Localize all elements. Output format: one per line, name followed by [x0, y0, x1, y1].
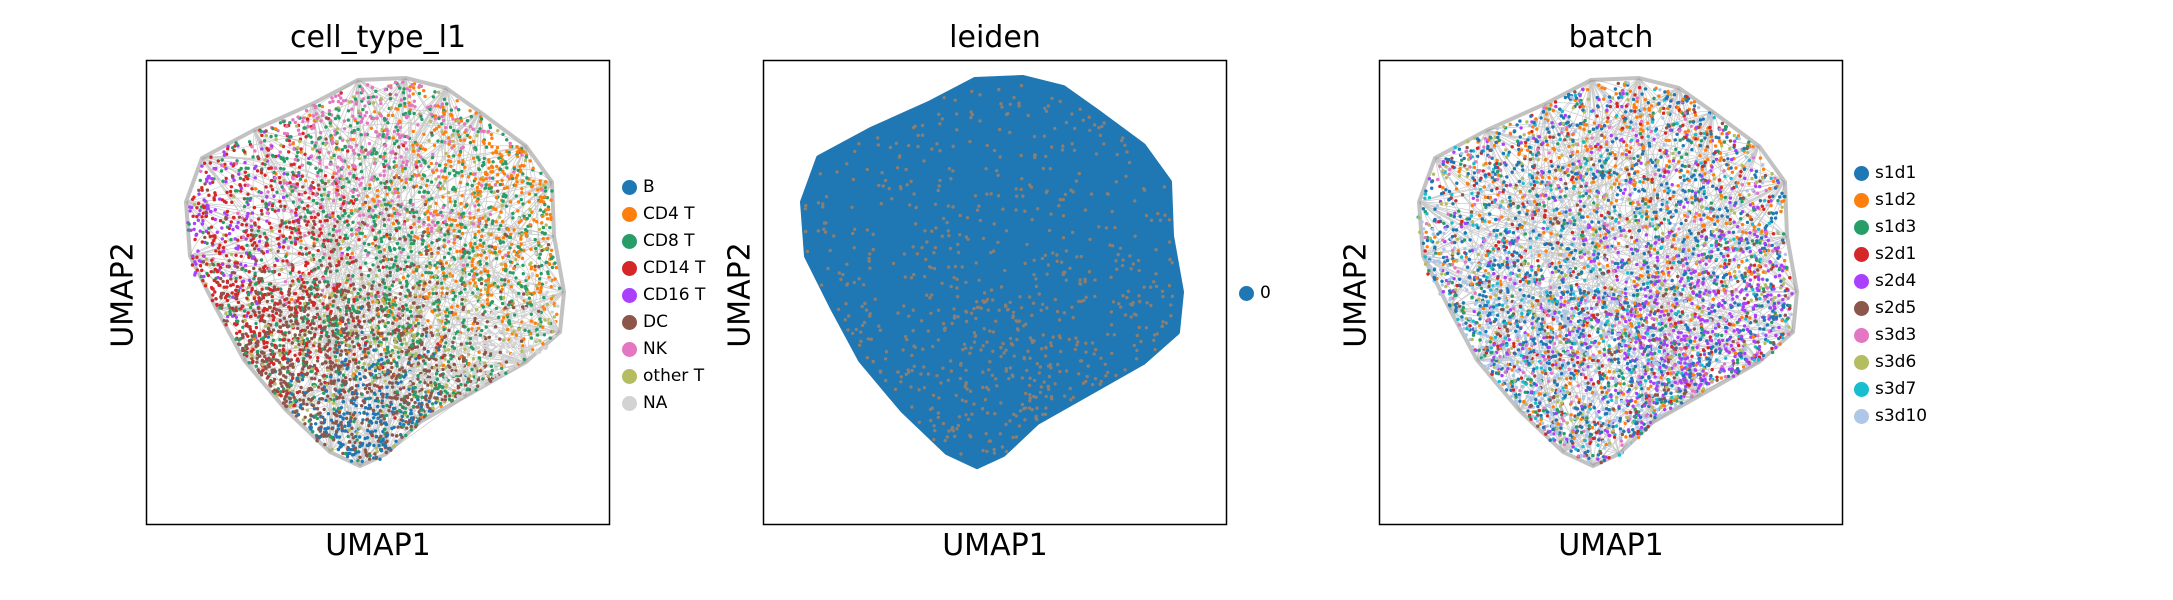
legend-label: other T [643, 366, 705, 386]
y-axis-label: UMAP2 [722, 242, 758, 348]
x-axis-label: UMAP1 [942, 528, 1048, 563]
legend-label: NA [643, 393, 668, 413]
legend-marker-icon [622, 287, 637, 303]
legend-label: NK [643, 339, 667, 359]
legend-label: s2d1 [1875, 244, 1917, 264]
legend-marker-icon [1854, 354, 1869, 370]
legend-marker-icon [622, 206, 637, 222]
legend-item: NA [622, 390, 667, 416]
panel-title: batch [1568, 20, 1654, 55]
legend-marker-icon [622, 314, 637, 330]
legend-item: CD8 T [622, 228, 695, 254]
legend-marker-icon [622, 341, 637, 357]
legend-label: 0 [1260, 283, 1271, 303]
legend-label: CD14 T [643, 258, 706, 278]
legend-marker-icon [1854, 408, 1869, 424]
legend-label: DC [643, 312, 668, 332]
legend-marker-icon [1854, 300, 1869, 316]
cell-points [1416, 81, 1794, 465]
legend-item: CD16 T [622, 282, 705, 308]
legend-marker-icon [622, 179, 637, 195]
y-axis-label: UMAP2 [105, 242, 141, 348]
legend-marker-icon [1854, 246, 1869, 262]
legend-label: s3d6 [1875, 352, 1917, 372]
x-axis-label: UMAP1 [1558, 528, 1664, 563]
legend-item: s2d5 [1854, 295, 1916, 321]
legend-label: s3d7 [1875, 379, 1917, 399]
legend-label: s1d1 [1875, 163, 1917, 183]
legend-marker-icon [1239, 285, 1254, 301]
plot-frame [1378, 59, 1844, 526]
cluster-0-area [800, 75, 1184, 469]
legend-item: CD14 T [622, 255, 705, 281]
legend-marker-icon [622, 395, 637, 411]
legend-item: DC [622, 309, 668, 335]
legend-label: s2d4 [1875, 271, 1917, 291]
umap-panel-cell-type: cell_type_l1 UMAP1 UMAP2 B CD4 T CD8 T CD14… [0, 0, 730, 600]
umap-panel-batch: batch UMAP1 UMAP2 s1d1 s1d2 s1d3 s2d1 s2d4 s2… [1339, 0, 2173, 600]
scatter-plot-batch [1378, 59, 1844, 526]
legend-item: NK [622, 336, 667, 362]
legend-marker-icon [1854, 273, 1869, 289]
legend-item: 0 [1239, 280, 1271, 306]
legend-label: s2d5 [1875, 298, 1917, 318]
legend-label: CD4 T [643, 204, 695, 224]
legend-item: s3d10 [1854, 403, 1927, 429]
umap-panel-leiden: leiden UMAP1 UMAP2 0 [723, 0, 1350, 600]
legend-item: s3d3 [1854, 322, 1916, 348]
plot-frame [762, 59, 1228, 526]
legend-marker-icon [1854, 165, 1869, 181]
cell-points [803, 83, 1174, 456]
panel-title: cell_type_l1 [289, 20, 467, 55]
legend-label: CD8 T [643, 231, 695, 251]
x-axis-label: UMAP1 [325, 528, 431, 563]
legend-label: s3d10 [1875, 406, 1928, 426]
legend-label: s3d3 [1875, 325, 1917, 345]
legend-marker-icon [1854, 381, 1869, 397]
legend-marker-icon [622, 368, 637, 384]
legend-label: s1d2 [1875, 190, 1917, 210]
neighbor-edges [183, 75, 567, 469]
legend-marker-icon [622, 260, 637, 276]
legend-item: s3d7 [1854, 376, 1916, 402]
scatter-plot-leiden [762, 59, 1228, 526]
legend-item: other T [622, 363, 704, 389]
y-axis-label: UMAP2 [1338, 242, 1374, 348]
legend-item: B [622, 174, 655, 200]
legend-label: CD16 T [643, 285, 706, 305]
legend-label: B [643, 177, 655, 197]
panel-title: leiden [949, 20, 1041, 55]
legend-item: s3d6 [1854, 349, 1916, 375]
legend-item: s1d2 [1854, 187, 1916, 213]
legend-item: s2d1 [1854, 241, 1916, 267]
cell-points [186, 80, 562, 464]
legend-marker-icon [622, 233, 637, 249]
legend-item: CD4 T [622, 201, 695, 227]
legend-item: s1d1 [1854, 160, 1916, 186]
legend-marker-icon [1854, 327, 1869, 343]
legend-marker-icon [1854, 192, 1869, 208]
plot-frame [145, 59, 611, 526]
legend-item: s2d4 [1854, 268, 1916, 294]
scatter-plot-cell-type [145, 59, 611, 526]
legend-label: s1d3 [1875, 217, 1917, 237]
legend-marker-icon [1854, 219, 1869, 235]
legend-item: s1d3 [1854, 214, 1916, 240]
